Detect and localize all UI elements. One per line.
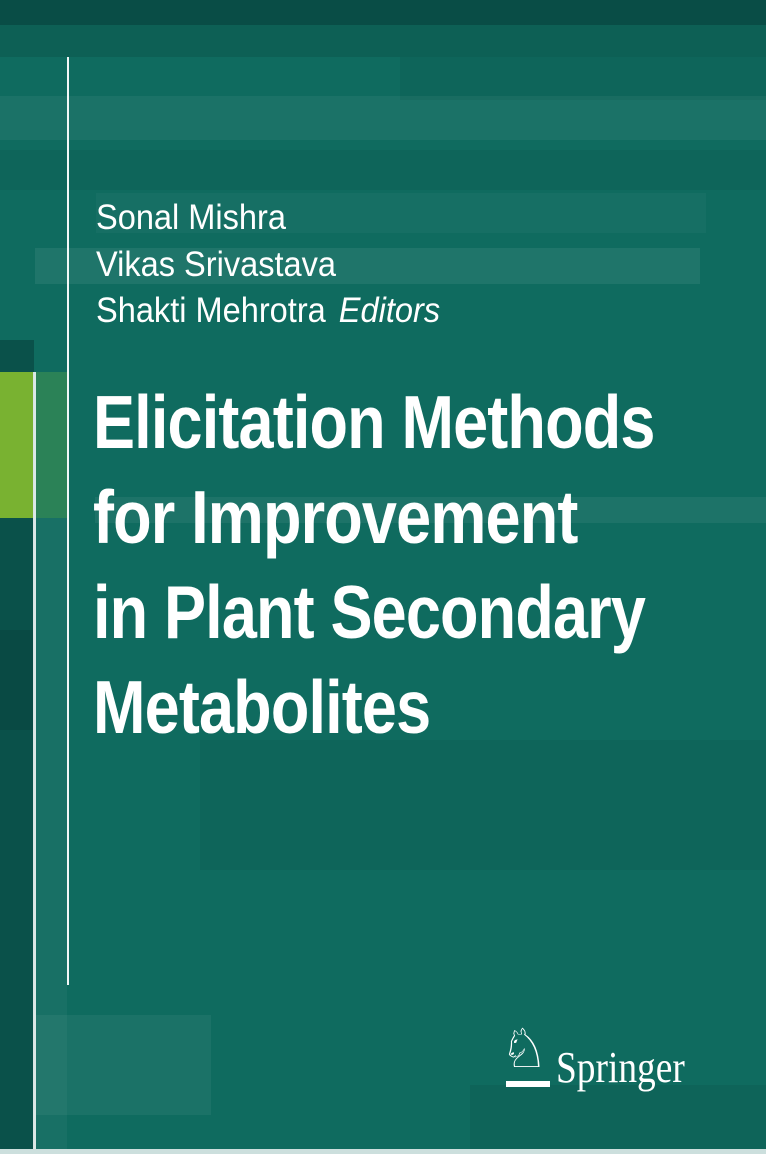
bottom-edge-strip <box>0 1149 766 1154</box>
background-patch <box>400 57 766 100</box>
background-patch <box>0 25 766 57</box>
editors-label: Editors <box>338 291 441 330</box>
springer-logo-baseline <box>506 1081 550 1087</box>
background-patch <box>36 372 67 518</box>
editor-name: Sonal Mishra <box>96 198 286 237</box>
title-line: Metabolites <box>93 665 431 749</box>
editor-name: Vikas Srivastava <box>96 244 337 284</box>
publisher-name: Springer <box>556 1043 685 1092</box>
background-patch <box>36 518 67 1154</box>
background-patch <box>0 150 766 190</box>
title-line: in Plant Secondary <box>93 570 646 654</box>
editor-name: Shakti Mehrotra <box>96 291 326 330</box>
background-patch <box>200 740 766 870</box>
title-line: for Improvement <box>93 475 578 559</box>
editors-block: Sonal Mishra Vikas Srivastava Shakti Meh… <box>96 195 691 335</box>
background-patch <box>0 630 34 730</box>
vertical-rule-upper <box>67 57 69 985</box>
title-line: Elicitation Methods <box>93 380 655 464</box>
background-patch <box>0 96 766 140</box>
accent-green-bar <box>0 372 33 518</box>
vertical-rule-lower <box>33 372 36 1154</box>
springer-horse-icon: ♘ <box>500 1017 549 1080</box>
book-title: Elicitation Methods for Improvement in P… <box>93 375 766 755</box>
editor-line: Shakti Mehrotra Editors <box>96 288 691 335</box>
background-patch <box>36 1015 211 1115</box>
background-patch <box>470 1085 766 1149</box>
background-patch <box>0 0 766 25</box>
